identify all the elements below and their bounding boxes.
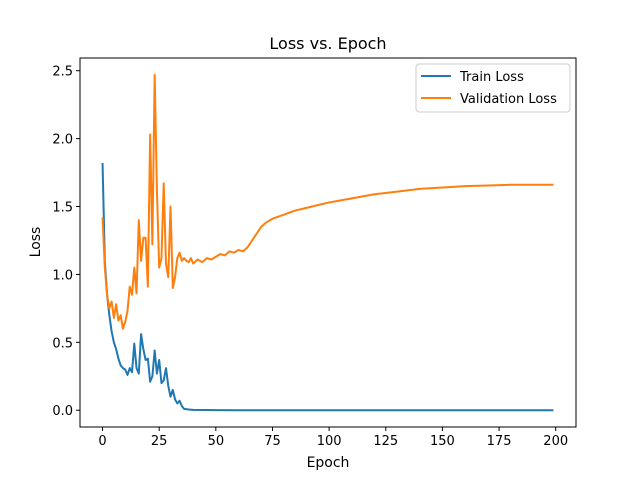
legend-box bbox=[415, 63, 571, 113]
x-tick-label: 50 bbox=[208, 434, 225, 449]
y-tick-label: 0.5 bbox=[52, 336, 73, 351]
y-tick-label: 0.0 bbox=[52, 404, 73, 419]
y-axis-label: Loss bbox=[28, 227, 44, 258]
y-tick-label: 1.5 bbox=[52, 201, 73, 216]
y-tick-label: 2.5 bbox=[52, 65, 73, 80]
plot-frame bbox=[79, 57, 577, 428]
x-tick-label: 100 bbox=[317, 434, 342, 449]
x-ticks: 0 25 50 75 100 125 150 175 200 bbox=[98, 427, 568, 449]
x-tick-label: 125 bbox=[373, 434, 398, 449]
y-tick-label: 1.0 bbox=[52, 268, 73, 283]
x-tick-label: 75 bbox=[264, 434, 281, 449]
plot-layer bbox=[101, 73, 554, 412]
legend-train-label: Train Loss bbox=[459, 70, 524, 85]
y-ticks: 0.0 0.5 1.0 1.5 2.0 2.5 bbox=[52, 65, 80, 419]
legend-validation-label: Validation Loss bbox=[460, 92, 557, 107]
validation-loss-line bbox=[101, 73, 554, 330]
x-tick-label: 150 bbox=[430, 434, 455, 449]
train-loss-line bbox=[101, 163, 554, 412]
legend: Train Loss Validation Loss bbox=[415, 63, 571, 113]
x-tick-label: 200 bbox=[543, 434, 568, 449]
y-tick-label: 2.0 bbox=[52, 133, 73, 148]
x-tick-label: 25 bbox=[151, 434, 168, 449]
x-tick-label: 175 bbox=[487, 434, 512, 449]
chart-title: Loss vs. Epoch bbox=[269, 34, 386, 53]
x-tick-label: 0 bbox=[98, 434, 106, 449]
x-axis-label: Epoch bbox=[307, 455, 350, 471]
